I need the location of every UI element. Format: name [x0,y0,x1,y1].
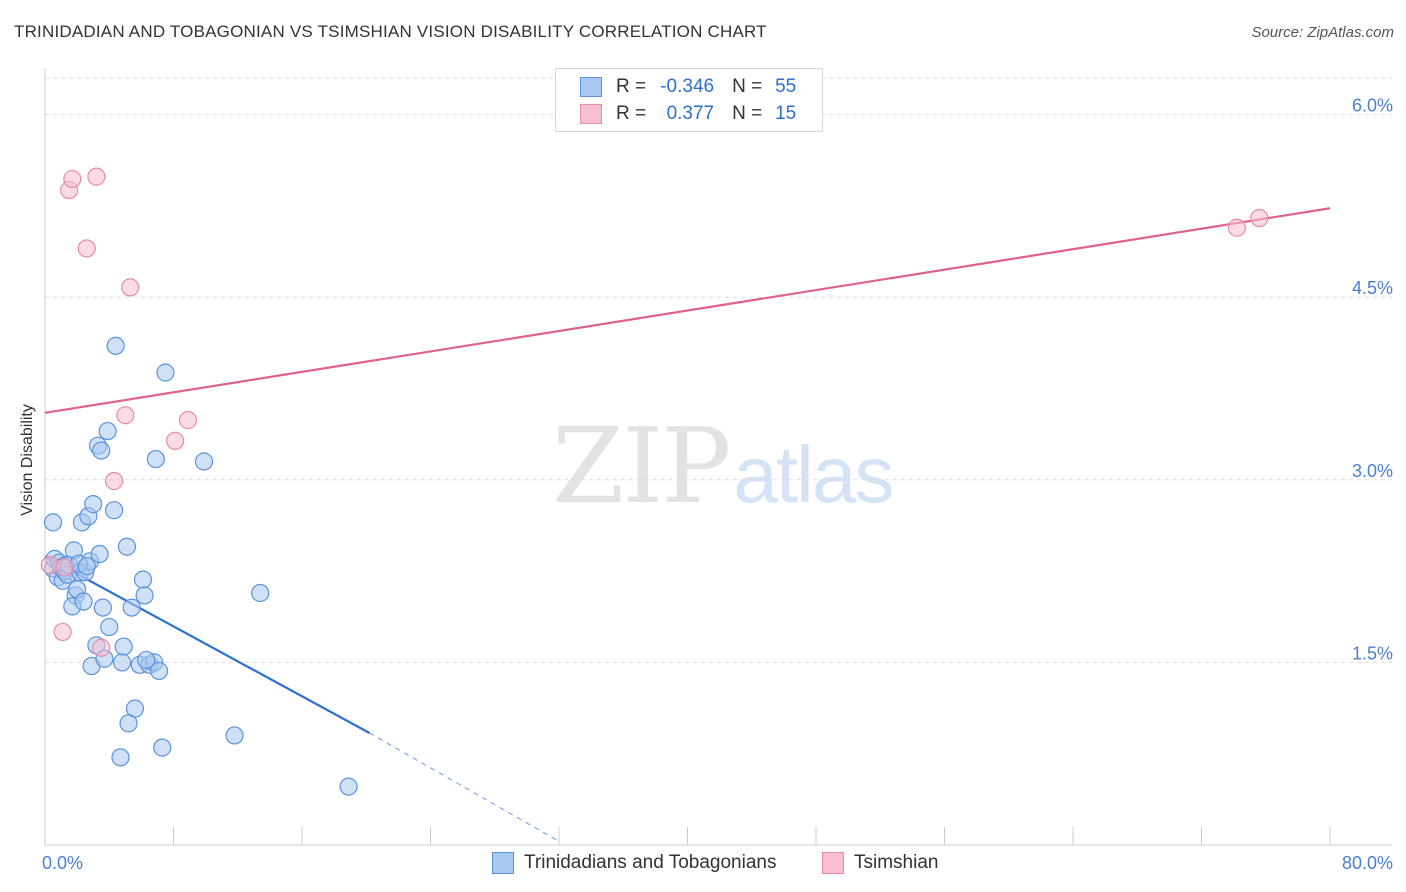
tick-labels: 1.5% 3.0% 4.5% 6.0% 0.0% 80.0% [42,96,1393,873]
data-point-trinidadian [104,501,124,520]
data-point-trinidadian [225,726,244,745]
source-credit: Source: ZipAtlas.com [1251,24,1394,41]
data-point-tsimshian [166,431,185,450]
data-point-tsimshian [121,278,140,297]
trend-line-tsimshian [44,207,1331,414]
data-point-trinidadian [98,421,117,441]
trend-lines [44,207,1331,842]
trend-line-trinidadian [44,555,370,734]
legend-n-label: N = [732,103,763,124]
data-point-trinidadian [74,592,93,611]
data-point-tsimshian [55,558,74,577]
y-tick-label: 3.0% [1352,461,1393,481]
x-tick-label: 80.0% [1342,853,1393,873]
data-point-trinidadian [106,336,125,355]
data-point-trinidadian [92,441,111,460]
data-point-trinidadian [111,748,130,767]
data-point-trinidadian [251,583,270,603]
data-point-tsimshian [92,638,111,657]
data-point-tsimshian [1227,218,1246,237]
x-tick-label: 0.0% [42,853,83,873]
y-axis-label: Vision Disability [19,404,36,516]
data-point-trinidadian [153,738,172,757]
data-point-tsimshian [87,167,106,186]
data-point-trinidadian [339,777,358,796]
correlation-legend: R = -0.346 N = 55 R = 0.377 N = 15 [555,68,823,132]
data-point-trinidadian [117,537,137,556]
data-point-trinidadian [100,617,119,637]
data-point-trinidadian [84,495,103,514]
legend-r-value: -0.346 [660,76,715,97]
bottom-legend-swatch-series1 [492,852,514,874]
y-tick-label: 4.5% [1352,278,1393,298]
data-point-trinidadian [119,714,138,733]
data-point-tsimshian [178,411,198,430]
chart-title: TRINIDADIAN AND TOBAGONIAN VS TSIMSHIAN … [14,22,767,41]
bottom-legend-label-series2: Tsimshian [854,852,939,873]
data-point-trinidadian [122,598,141,617]
legend-n-value: 55 [775,76,797,97]
data-point-trinidadian [112,653,132,672]
data-point-trinidadian [43,513,63,532]
data-point-tsimshian [63,169,82,189]
watermark-zip: ZIP [552,405,731,527]
legend-row-series2: R = 0.377 N = 15 [580,101,796,127]
data-point-tsimshian [116,406,135,425]
legend-r-label: R = [616,103,647,124]
data-point-trinidadian [194,452,214,471]
legend-n-value: 15 [775,103,797,124]
bottom-legend-series2: Tsimshian [822,852,938,874]
data-point-trinidadian [156,363,175,382]
data-points [40,167,1269,796]
legend-r-value: 0.377 [666,103,715,124]
legend-r-label: R = [616,76,647,97]
y-tick-label: 1.5% [1352,643,1393,663]
legend-row-series1: R = -0.346 N = 55 [580,74,796,100]
data-point-trinidadian [149,661,169,681]
data-point-trinidadian [137,650,156,670]
data-point-tsimshian [77,239,96,258]
data-point-trinidadian [90,544,109,564]
data-point-trinidadian [93,598,112,617]
axes [44,68,1392,846]
bottom-legend-series1: Trinidadians and Tobagonians [492,852,776,874]
data-point-tsimshian [104,471,124,491]
legend-swatch-series1 [580,77,602,97]
data-point-trinidadian [146,449,165,469]
watermark-atlas: atlas [733,430,894,519]
trend-line-trinidadian-extension [369,732,560,842]
data-point-tsimshian [1250,208,1269,228]
legend-n-label: N = [732,76,763,97]
data-point-trinidadian [133,570,153,589]
data-point-trinidadian [77,557,96,576]
gridlines [45,77,1392,663]
legend-swatch-series2 [580,104,602,124]
zipatlas-watermark: ZIPatlas [552,405,894,527]
bottom-legend-swatch-series2 [822,852,844,874]
data-point-trinidadian [135,586,154,605]
data-point-tsimshian [53,622,72,642]
bottom-legend-label-series1: Trinidadians and Tobagonians [524,852,777,873]
y-tick-label: 6.0% [1352,96,1393,116]
data-point-trinidadian [114,637,133,656]
